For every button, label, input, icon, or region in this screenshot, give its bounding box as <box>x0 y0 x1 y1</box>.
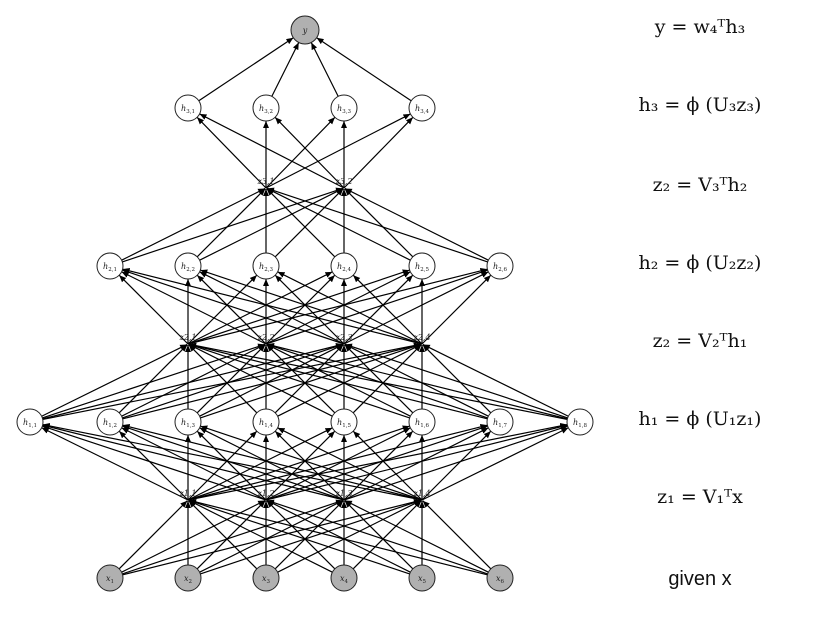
aggregation-label: z1,2 <box>257 489 275 498</box>
edge <box>119 275 188 344</box>
aggregation-label: z3,1 <box>257 177 275 186</box>
node-x: x3 <box>253 565 279 591</box>
nodes-layer: x1 x2 x3 x4 x5 x6 h1,1 h1,2 h1,3 h1,4 h1,5 h1,6 h1,7… <box>17 16 593 591</box>
node-circle <box>331 95 357 121</box>
edge <box>199 38 294 101</box>
node-circle <box>253 409 279 435</box>
node-h1: h1,8 <box>567 409 593 435</box>
edge <box>422 431 491 500</box>
node-x: x4 <box>331 565 357 591</box>
node-circle <box>409 253 435 279</box>
equation-z2: z₂ = V₂ᵀh₁ <box>600 330 800 352</box>
equation-z3: z₂ = V₃ᵀh₂ <box>600 174 800 196</box>
edge <box>197 189 265 257</box>
node-circle <box>97 409 123 435</box>
node-circle <box>253 95 279 121</box>
edge <box>267 188 410 260</box>
aggregation-label: z1,4 <box>413 489 431 498</box>
node-circle <box>487 253 513 279</box>
edge <box>267 189 335 257</box>
equation-h2: h₂ = ϕ (U₂z₂) <box>600 252 800 274</box>
node-circle <box>409 409 435 435</box>
edges-layer <box>42 38 569 575</box>
edge <box>345 188 488 260</box>
node-circle <box>253 253 279 279</box>
edge <box>122 188 265 260</box>
node-label: y <box>302 26 308 35</box>
edge <box>200 188 343 260</box>
edge <box>272 43 299 97</box>
aggregation-label: z2,2 <box>257 333 275 342</box>
node-h3: h3,2 <box>253 95 279 121</box>
edge <box>43 344 343 419</box>
node-circle <box>175 409 201 435</box>
aggregation-label: z1,3 <box>335 489 353 498</box>
node-h3: h3,3 <box>331 95 357 121</box>
node-h1: h1,4 <box>253 409 279 435</box>
node-circle <box>17 409 43 435</box>
aggregation-label: z2,1 <box>179 333 197 342</box>
edge <box>267 344 567 419</box>
edge <box>267 188 488 262</box>
node-h1: h1,2 <box>97 409 123 435</box>
edge <box>345 344 488 416</box>
node-circle <box>175 253 201 279</box>
edge <box>189 501 257 569</box>
node-h2: h2,3 <box>253 253 279 279</box>
node-h1: h1,1 <box>17 409 43 435</box>
node-x: x5 <box>409 565 435 591</box>
node-h2: h2,4 <box>331 253 357 279</box>
node-circle <box>175 95 201 121</box>
node-h2: h2,6 <box>487 253 513 279</box>
node-h2: h2,5 <box>409 253 435 279</box>
node-h1: h1,5 <box>331 409 357 435</box>
edge <box>119 501 187 569</box>
edge <box>122 500 265 572</box>
edge <box>311 43 338 97</box>
aggregation-label: z3,2 <box>335 177 353 186</box>
edge <box>317 38 412 101</box>
node-h1: h1,6 <box>409 409 435 435</box>
node-circle <box>567 409 593 435</box>
node-h1: h1,3 <box>175 409 201 435</box>
node-x: x2 <box>175 565 201 591</box>
node-x: x1 <box>97 565 123 591</box>
edge <box>275 189 343 257</box>
equation-output: y = w₄ᵀh₃ <box>600 16 800 38</box>
equation-h3: h₃ = ϕ (U₃z₃) <box>600 94 800 116</box>
edge <box>123 500 421 575</box>
node-x: x6 <box>487 565 513 591</box>
edge <box>422 275 491 344</box>
node-h3: h3,4 <box>409 95 435 121</box>
aggregation-label: z2,3 <box>335 333 353 342</box>
edge <box>122 188 343 262</box>
edge <box>345 189 413 257</box>
equation-z1: z₁ = V₁ᵀx <box>600 486 800 508</box>
node-circle <box>487 409 513 435</box>
node-circle <box>331 409 357 435</box>
node-circle <box>97 253 123 279</box>
edge <box>423 501 491 569</box>
edge <box>344 117 413 188</box>
equation-given: given x <box>600 568 800 591</box>
aggregation-label: z1,1 <box>179 489 197 498</box>
edge <box>189 500 487 575</box>
edge <box>119 345 187 413</box>
node-h1: h1,7 <box>487 409 513 435</box>
edge <box>197 117 266 188</box>
node-h2: h2,1 <box>97 253 123 279</box>
node-h3: h3,1 <box>175 95 201 121</box>
aggregation-label: z2,4 <box>413 333 431 342</box>
equation-h1: h₁ = ϕ (U₁z₁) <box>600 408 800 430</box>
node-circle <box>331 253 357 279</box>
node-h2: h2,2 <box>175 253 201 279</box>
node-circle <box>409 95 435 121</box>
node-y: y <box>291 16 319 44</box>
edge <box>345 500 488 572</box>
